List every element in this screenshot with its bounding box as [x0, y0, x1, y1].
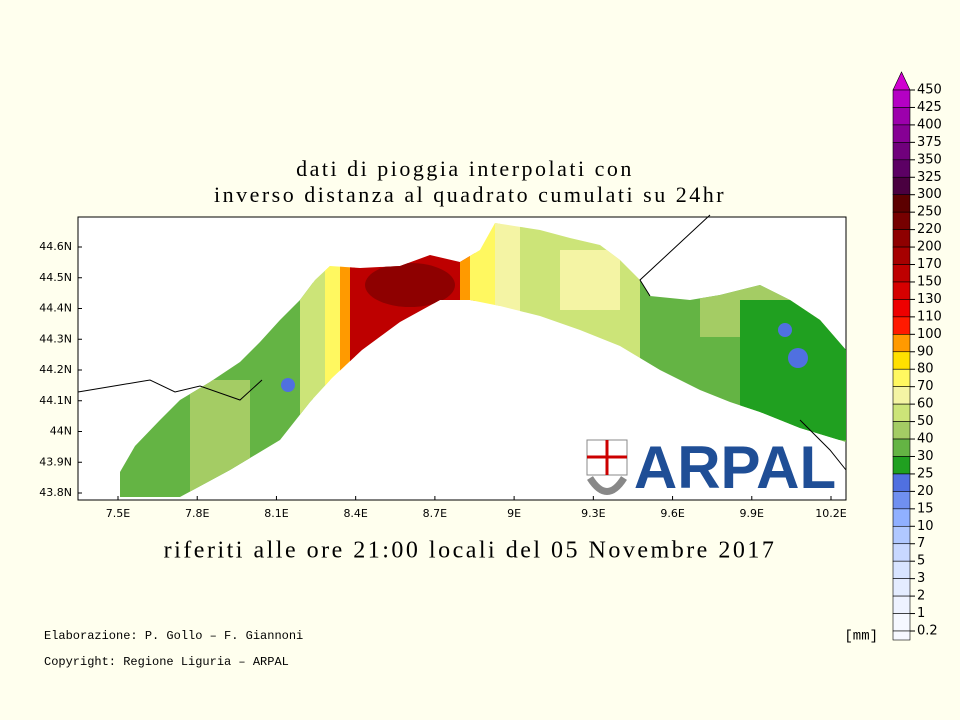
colorbar-label: 425 — [917, 100, 942, 115]
colorbar-band — [892, 211, 911, 230]
x-tick-label: 10.2E — [815, 507, 846, 520]
colorbar-band — [892, 334, 911, 353]
colorbar-label: 20 — [917, 484, 934, 499]
colorbar-band — [892, 578, 911, 597]
colorbar-label: 50 — [917, 414, 934, 429]
logo: ARPAL — [586, 434, 836, 501]
y-tick-label: 44.5N — [39, 271, 72, 284]
colorbar-label: 40 — [917, 432, 934, 447]
colorbar-band — [892, 421, 911, 440]
colorbar-band — [892, 491, 911, 510]
colorbar-band — [892, 630, 911, 641]
colorbar-label: 150 — [917, 274, 942, 289]
x-tick-label: 8.1E — [264, 507, 288, 520]
x-tick-label: 9.3E — [581, 507, 605, 520]
x-tick-label: 8.4E — [343, 507, 367, 520]
colorbar-band — [892, 229, 911, 248]
credit: Elaborazione: P. Gollo – F. Giannoni — [44, 629, 303, 643]
colorbar-label: 90 — [917, 344, 934, 359]
credit: Copyright: Regione Liguria – ARPAL — [44, 655, 289, 669]
border — [77, 379, 263, 401]
colorbar-label: 15 — [917, 501, 934, 516]
colorbar-band — [892, 473, 911, 492]
colorbar-band — [892, 351, 911, 370]
y-tick-label: 43.9N — [39, 455, 72, 468]
colorbar-label: 1 — [917, 606, 925, 621]
colorbar-label: 70 — [917, 379, 934, 394]
colorbar-label: 400 — [917, 117, 942, 132]
colorbar-label: 25 — [917, 466, 934, 481]
colorbar-label: 200 — [917, 240, 942, 255]
colorbar-label: 7 — [917, 536, 925, 551]
colorbar-band — [892, 281, 911, 300]
y-tick-label: 44.1N — [39, 394, 72, 407]
colorbar-band — [892, 142, 911, 161]
colorbar-band — [892, 246, 911, 265]
colorbar-band — [892, 560, 911, 579]
colorbar-band — [892, 543, 911, 562]
x-tick-label: 7.8E — [185, 507, 209, 520]
colorbar-label: 3 — [917, 571, 925, 586]
colorbar-label: 350 — [917, 152, 942, 167]
coast — [799, 419, 847, 471]
y-tick-label: 44.2N — [39, 363, 72, 376]
colorbar-band — [892, 299, 911, 318]
y-tick-label: 44N — [50, 425, 72, 438]
colorbar-label: 5 — [917, 554, 925, 569]
colorbar-band — [892, 194, 911, 213]
title-line: dati di pioggia interpolati con — [296, 156, 634, 181]
colorbar-label: 250 — [917, 205, 942, 220]
border — [639, 214, 711, 297]
y-tick-label: 43.8N — [39, 486, 72, 499]
colorbar-band — [892, 316, 911, 335]
colorbar-label: 100 — [917, 327, 942, 342]
colorbar-band — [892, 595, 911, 614]
colorbar-band — [892, 613, 911, 632]
colorbar-band — [892, 403, 911, 422]
x-tick-label: 9.9E — [740, 507, 764, 520]
colorbar-band — [892, 525, 911, 545]
colorbar-label: 325 — [917, 170, 942, 185]
y-tick-label: 44.4N — [39, 302, 72, 315]
logo-text: ARPAL — [634, 434, 836, 501]
colorbar-band — [892, 159, 911, 178]
colorbar-band — [892, 107, 911, 126]
logo-arc — [587, 476, 627, 495]
colorbar-label: 375 — [917, 135, 942, 150]
colorbar-label: 80 — [917, 362, 934, 377]
colorbar-label: 220 — [917, 222, 942, 237]
title-line: inverso distanza al quadrato cumulati su… — [214, 182, 726, 207]
colorbar-label: 300 — [917, 187, 942, 202]
x-tick-label: 9.6E — [660, 507, 684, 520]
colorbar-band — [892, 508, 911, 527]
colorbar-band — [892, 89, 911, 108]
y-tick-label: 44.6N — [39, 240, 72, 253]
x-tick-label: 8.7E — [423, 507, 447, 520]
x-tick-label: 7.5E — [106, 507, 130, 520]
colorbar-band — [892, 264, 911, 283]
colorbar-label: 110 — [917, 309, 942, 324]
subtitle: riferiti alle ore 21:00 locali del 05 No… — [164, 538, 777, 564]
x-tick-label: 9E — [507, 507, 521, 520]
colorbar-label: 30 — [917, 449, 934, 464]
colorbar-label: 60 — [917, 397, 934, 412]
colorbar-band — [892, 438, 911, 457]
y-tick-label: 44.3N — [39, 332, 72, 345]
colorbar-label: 130 — [917, 292, 942, 307]
colorbar-band — [892, 124, 911, 143]
colorbar-band — [892, 386, 911, 405]
colorbar-band — [892, 456, 911, 475]
colorbar-label: 10 — [917, 519, 934, 534]
colorbar-label: 2 — [917, 589, 925, 604]
colorbar-label: 450 — [917, 83, 942, 98]
colorbar-label: 170 — [917, 257, 942, 272]
colorbar-label: 0.2 — [917, 624, 938, 639]
colorbar-band — [892, 368, 911, 387]
colorbar-band — [892, 176, 911, 196]
unit: [mm] — [844, 629, 878, 645]
